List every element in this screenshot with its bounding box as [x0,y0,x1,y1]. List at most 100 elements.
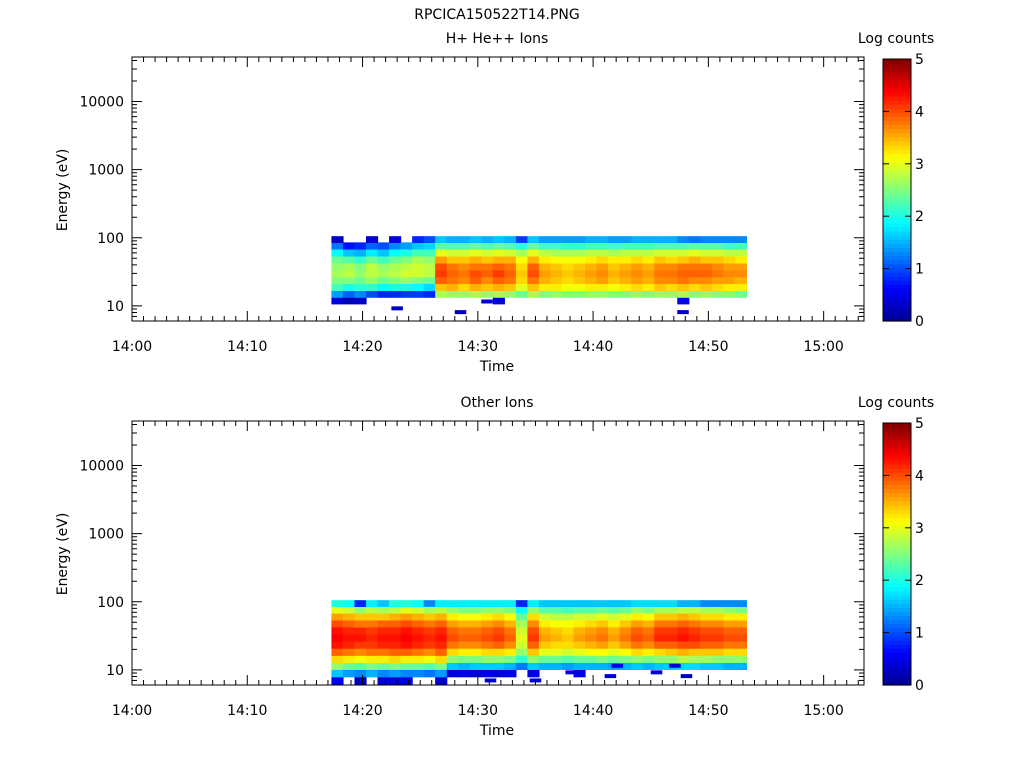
heatmap-cell [342,248,356,257]
heatmap-cell [734,262,748,271]
x-axis-label: Time [479,723,514,739]
heatmap-cell [504,248,517,257]
heatmap-cell [354,606,367,614]
heatmap-cell [342,612,356,621]
heatmap-cell [423,633,436,642]
heatmap-cell [492,290,505,298]
y-tick-label: 100 [97,595,124,611]
colorbar-swatch [883,63,911,68]
heatmap-cell [642,626,655,635]
heatmap-cell [550,648,563,656]
heatmap-cell [711,612,724,621]
heatmap-cell [492,600,505,607]
heatmap-cell [481,606,494,614]
colorbar: 0 1 2 3 4 5 [882,416,924,694]
colorbar-swatch [883,570,911,576]
heatmap-cell [677,262,690,271]
heatmap-cell [331,612,344,621]
heatmap-cell [700,283,713,291]
heatmap-cell [366,600,379,607]
heatmap-cell [400,283,413,291]
colorbar-swatch [883,308,911,314]
heatmap-cell [504,669,517,678]
heatmap-cell [665,640,678,649]
heatmap-cell [435,676,448,685]
heatmap-cell [700,619,713,628]
heatmap-cell [654,283,667,291]
heatmap-cell [608,269,621,278]
heatmap-cell [711,626,724,635]
heatmap-cell [665,242,678,250]
heatmap-cell [515,269,528,278]
heatmap-cell [561,600,575,607]
heatmap-cell [492,633,505,642]
colorbar-swatch [883,79,911,85]
heatmap-cell [642,269,655,278]
heatmap-cell [366,669,379,678]
heatmap-cell [400,290,413,298]
heatmap-cell [585,640,598,649]
heatmap-cell [377,248,390,257]
heatmap-cell [515,612,528,621]
y-tick-label: 100 [97,231,124,247]
colorbar-label: Log counts [858,31,934,47]
heatmap-cell [354,248,367,257]
heatmap-cell [596,606,609,614]
heatmap-cell [342,655,356,663]
heatmap-cell [446,600,459,607]
heatmap-cell [642,255,655,264]
heatmap-cell [458,290,471,298]
heatmap-cell [619,655,632,663]
heatmap-cell [400,633,413,642]
heatmap-cell [711,606,724,614]
heatmap-cell [700,255,713,264]
heatmap-cell [538,242,552,250]
heatmap-cell [354,262,367,271]
heatmap-cell [561,606,575,614]
heatmap-cell [446,612,459,621]
heatmap-cell [608,248,621,257]
heatmap-cell [481,626,494,635]
colorbar-swatch [883,537,911,543]
heatmap-cell [561,248,575,257]
heatmap-cell [400,248,413,257]
heatmap-cell [504,600,517,607]
heatmap-cell [366,242,379,250]
heatmap-cell [377,276,390,285]
heatmap-cell [515,626,528,635]
heatmap-cell [642,655,655,663]
heatmap-cell [412,626,425,635]
heatmap-cell [469,269,482,278]
heatmap-cell [412,600,425,607]
heatmap-cell [400,626,413,635]
heatmap-cell [400,255,413,264]
colorbar-swatch [883,476,911,481]
heatmap-cell [642,600,655,607]
heatmap-cell [561,236,575,243]
colorbar-swatch [883,541,911,547]
heatmap-cell [481,242,494,250]
heatmap-cell [446,606,459,614]
colorbar-swatch [883,447,911,453]
heatmap-cell [654,248,667,257]
heatmap-cell [481,600,494,607]
heatmap-cell [723,633,736,642]
heatmap-cell [642,648,655,656]
colorbar-swatch [883,95,911,101]
heatmap-cell [515,262,528,271]
heatmap-cell [481,290,494,298]
heatmap-cell [619,269,632,278]
heatmap-cell [423,619,436,628]
heatmap-cell [550,283,563,291]
colorbar-tick-label: 0 [915,678,924,694]
heatmap-cell [423,612,436,621]
heatmap-cell [377,290,390,298]
heatmap-cell [527,242,540,250]
heatmap-cell [604,674,617,679]
heatmap-cell [608,612,621,621]
heatmap-cell [389,290,402,298]
heatmap-cell [734,242,748,250]
heatmap-cell [585,606,598,614]
heatmap-cell [492,242,505,250]
